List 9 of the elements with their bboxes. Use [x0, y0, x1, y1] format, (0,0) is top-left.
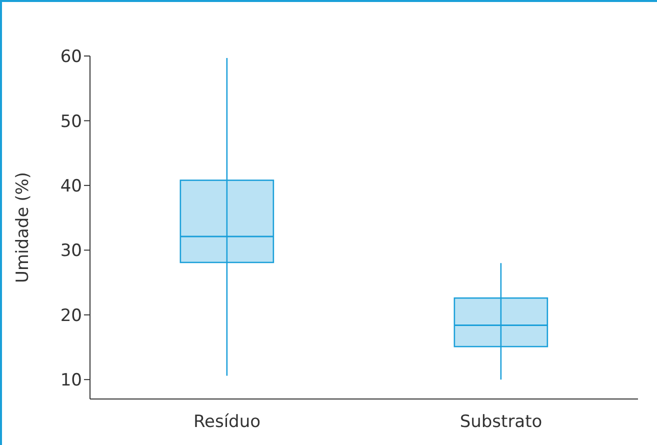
- y-tick-label: 30: [60, 241, 82, 262]
- y-tick-label: 60: [60, 47, 82, 68]
- y-tick-label: 10: [60, 370, 82, 391]
- x-tick-label: Substrato: [460, 412, 542, 432]
- x-tick-label: Resíduo: [193, 412, 261, 432]
- y-tick-label: 50: [60, 112, 82, 132]
- y-axis-title: Umidade (%): [13, 172, 34, 284]
- y-tick-label: 40: [60, 176, 82, 196]
- y-tick-label: 20: [60, 306, 82, 326]
